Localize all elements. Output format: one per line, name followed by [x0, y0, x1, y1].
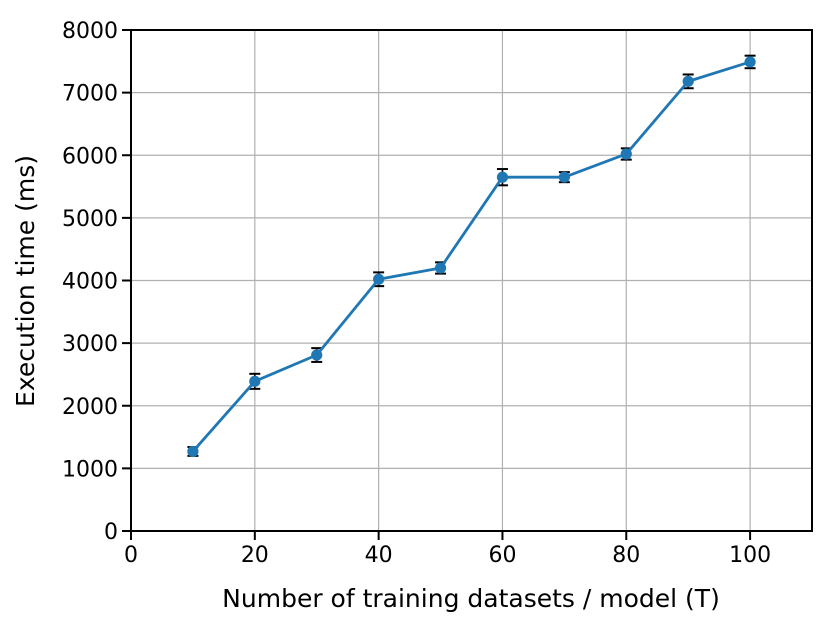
x-tick-label: 80	[612, 543, 640, 568]
x-tick-label: 0	[124, 543, 138, 568]
y-tick-label: 2000	[62, 395, 118, 420]
data-point-marker	[496, 171, 509, 183]
y-axis-label: Execution time (ms)	[11, 155, 40, 407]
y-tick-label: 4000	[62, 270, 118, 295]
data-point-marker	[682, 75, 694, 87]
y-tick-label: 6000	[62, 144, 118, 169]
data-point-marker	[558, 171, 570, 183]
data-point-marker	[373, 273, 385, 285]
series-line	[191, 60, 752, 453]
x-axis-label: Number of training datasets / model (T)	[222, 584, 720, 613]
error-bars	[187, 54, 756, 457]
y-tick-label: 5000	[62, 207, 118, 232]
data-point-markers	[187, 56, 756, 458]
grid-lines	[130, 29, 812, 532]
y-tick-label: 8000	[62, 19, 118, 44]
y-tick-label: 0	[104, 520, 118, 545]
y-tick-label: 1000	[62, 457, 118, 482]
y-tick-label: 7000	[62, 82, 118, 107]
data-point-marker	[434, 262, 447, 274]
data-point-marker	[620, 148, 632, 160]
x-tick-label: 100	[729, 543, 771, 568]
y-tick-label: 3000	[62, 332, 118, 357]
x-tick-label: 20	[241, 543, 269, 568]
data-point-marker	[249, 375, 261, 387]
data-point-marker	[187, 445, 199, 458]
x-tick-label: 40	[365, 543, 393, 568]
data-point-marker	[744, 56, 756, 68]
axis-tick-labels: 0 20 40 60 80 1000100020003000400050006000700…	[62, 19, 771, 568]
data-series-line	[191, 60, 752, 453]
axis-ticks	[122, 29, 752, 540]
data-point-marker	[311, 349, 323, 361]
x-tick-label: 60	[488, 543, 516, 568]
